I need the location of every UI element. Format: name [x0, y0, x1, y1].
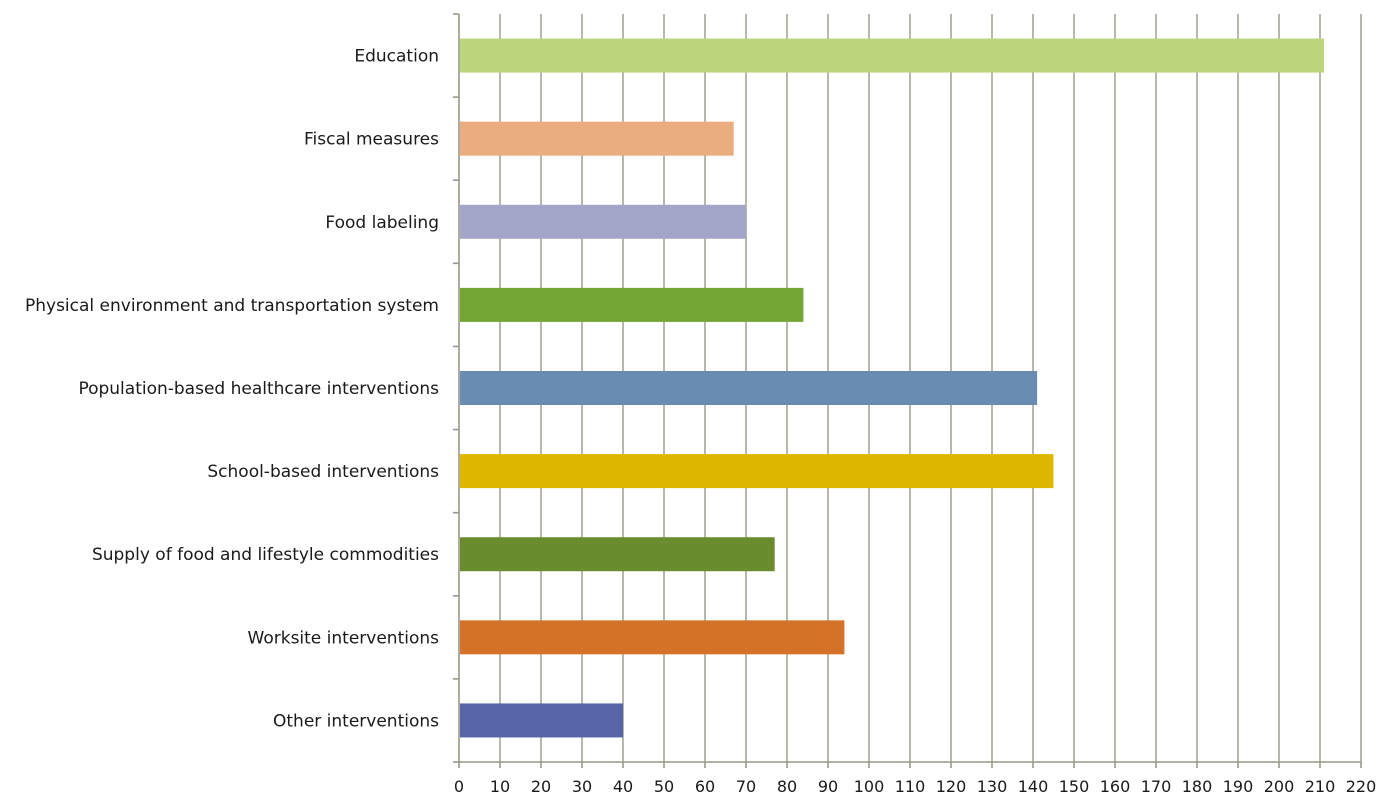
bar-worksite-interventions: [460, 620, 845, 655]
category-label: School-based interventions: [207, 462, 439, 482]
bar-fiscal-measures: [460, 121, 734, 156]
x-tick-label: 40: [613, 777, 633, 796]
x-tick-label: 90: [818, 777, 838, 796]
bar-physical-environment-and-transportation-system: [460, 287, 804, 322]
x-tick-label: 100: [854, 777, 885, 796]
x-tick-label: 210: [1305, 777, 1336, 796]
category-labels: Education Fiscal measures Food labeling Phy…: [25, 47, 439, 732]
category-label: Education: [354, 47, 439, 67]
bar-food-labeling: [460, 204, 746, 239]
x-tick-label: 70: [736, 777, 756, 796]
bars: [460, 38, 1325, 738]
x-tick-label: 170: [1141, 777, 1172, 796]
x-tick-label: 140: [1018, 777, 1049, 796]
axes: [453, 13, 1362, 768]
x-tick-label: 220: [1346, 777, 1377, 796]
x-tick-label: 30: [572, 777, 592, 796]
x-tick-label: 10: [490, 777, 510, 796]
x-tick-label: 20: [531, 777, 551, 796]
category-label: Supply of food and lifestyle commodities: [92, 545, 439, 565]
bar-population-based-healthcare-interventions: [460, 371, 1038, 405]
x-tick-label: 180: [1182, 777, 1213, 796]
bar-education: [460, 38, 1325, 73]
x-tick-label: 0: [454, 777, 464, 796]
bar-school-based-interventions: [460, 454, 1054, 489]
category-label: Food labeling: [325, 213, 439, 233]
x-tick-label: 190: [1223, 777, 1254, 796]
bar-supply-of-food-and-lifestyle-commodities: [460, 537, 775, 572]
x-tick-label: 160: [1100, 777, 1131, 796]
category-label: Physical environment and transportation …: [25, 296, 439, 316]
x-tick-label: 110: [895, 777, 926, 796]
x-tick-label: 130: [977, 777, 1008, 796]
x-tick-label: 150: [1059, 777, 1090, 796]
category-label: Fiscal measures: [304, 130, 439, 150]
category-label: Population-based healthcare intervention…: [78, 379, 439, 399]
x-tick-label: 80: [777, 777, 797, 796]
x-tick-label: 60: [695, 777, 715, 796]
x-tick-label: 200: [1264, 777, 1295, 796]
x-tick-label: 120: [936, 777, 967, 796]
x-tick-label: 50: [654, 777, 674, 796]
category-label: Other interventions: [273, 711, 439, 731]
bar-other-interventions: [460, 703, 623, 738]
category-label: Worksite interventions: [248, 628, 440, 648]
x-tick-labels: 0 10 20 30 40 50 60 70 80 90 100 110 120 130 140 150 160…: [454, 777, 1376, 796]
